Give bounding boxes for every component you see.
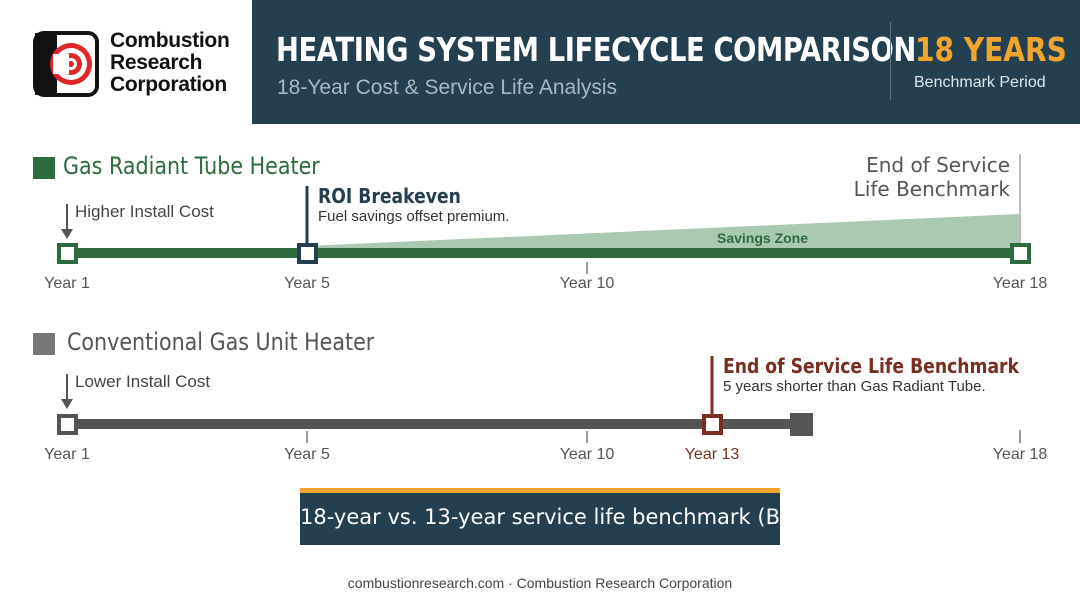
tick-label: Year 18 — [992, 446, 1048, 463]
tick-label: Year 10 — [559, 275, 615, 292]
end-service-label: End of Service Life Benchmark — [853, 153, 1010, 201]
gas-radiant-swatch — [33, 157, 55, 179]
summary-banner — [300, 488, 780, 545]
tick-label: Year 1 — [44, 275, 90, 292]
end-service-title: End of Service Life Benchmark — [723, 354, 1019, 378]
tick-label: Year 5 — [284, 275, 330, 292]
roi-marker — [297, 243, 318, 264]
year1-marker — [57, 243, 78, 264]
summary-text: 18-year vs. 13-year service life benchma… — [300, 505, 844, 529]
install-arrow-head — [61, 399, 73, 409]
footer-text: combustionresearch.com · Combustion Rese… — [347, 575, 733, 591]
lower-install-note: Lower Install Cost — [75, 372, 211, 391]
tick-label: Year 10 — [559, 446, 615, 463]
higher-install-note: Higher Install Cost — [75, 202, 214, 221]
brand-name: Combustion Research Corporation — [110, 29, 230, 96]
tick-label: Year 5 — [284, 446, 330, 463]
company-logo-icon — [33, 31, 99, 97]
year13-marker — [702, 414, 723, 435]
install-arrow-head — [61, 229, 73, 239]
conventional-title: Conventional Gas Unit Heater — [67, 328, 375, 356]
tick-label: Year 1 — [44, 446, 90, 463]
conventional-bar — [67, 419, 793, 429]
benchmark-value: 18 YEARS — [915, 30, 1067, 69]
year18-marker — [1010, 243, 1031, 264]
conventional-swatch — [33, 333, 55, 355]
savings-zone-wedge — [307, 214, 1020, 253]
roi-title: ROI Breakeven — [318, 184, 461, 208]
page-title: HEATING SYSTEM LIFECYCLE COMPARISON — [276, 30, 916, 69]
benchmark-label: Benchmark Period — [914, 74, 1046, 91]
page-subtitle: 18-Year Cost & Service Life Analysis — [277, 76, 618, 99]
savings-zone-label: Savings Zone — [717, 230, 809, 246]
header-band — [252, 0, 1080, 124]
year1-marker — [57, 414, 78, 435]
gas-radiant-bar — [67, 248, 1020, 258]
tick-label: Year 13 — [684, 446, 740, 463]
conventional-end-cap — [790, 413, 813, 436]
tick-label: Year 18 — [992, 275, 1048, 292]
header-divider — [890, 22, 891, 100]
roi-desc: Fuel savings offset premium. — [318, 208, 510, 225]
end-service-desc: 5 years shorter than Gas Radiant Tube. — [723, 378, 986, 395]
gas-radiant-title: Gas Radiant Tube Heater — [63, 152, 320, 180]
